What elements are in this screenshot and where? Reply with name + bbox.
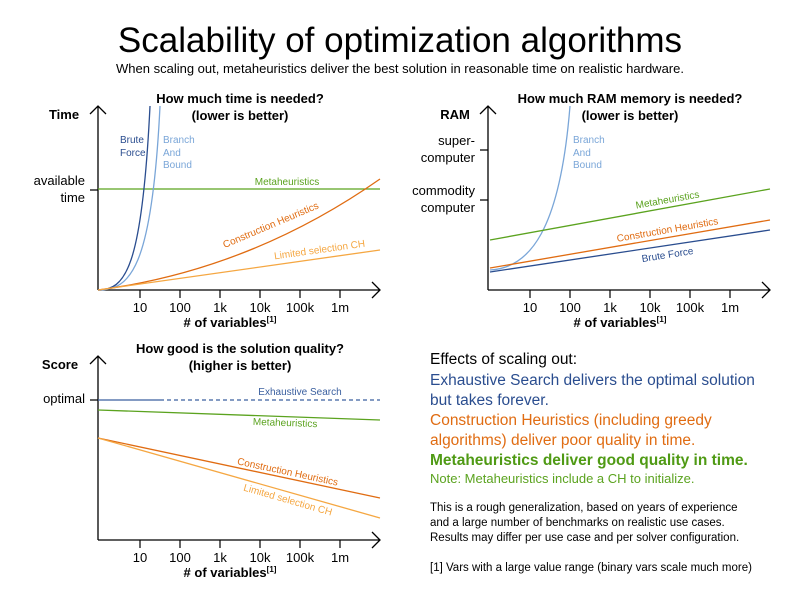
ram-brute-force-label: Brute Force (641, 246, 695, 265)
score-exhaustive-label: Exhaustive Search (258, 387, 341, 398)
x-tick-label: 100k (676, 300, 705, 315)
score-metaheuristics-label: Metaheuristics (253, 417, 318, 430)
x-tick-label: 1k (603, 300, 617, 315)
x-tick-label: 10k (250, 550, 271, 565)
ram-metaheuristics-line (489, 188, 771, 241)
time-axes (89, 105, 381, 299)
optimal-label: optimal (43, 391, 85, 406)
effects-construction-1: Construction Heuristics (including greed… (430, 412, 712, 429)
commodity-label-2: computer (421, 200, 476, 215)
time-bb-label-3: Bound (163, 160, 192, 171)
x-tick-label: 10k (250, 300, 271, 315)
x-tick-label: 10k (640, 300, 661, 315)
x-axis-label: # of variables[1] (574, 315, 667, 330)
page-title: Scalability of optimization algorithms (118, 21, 682, 60)
ram-bb-label-1: Branch (573, 135, 605, 146)
effects-exhaustive-2: but takes forever. (430, 392, 549, 409)
time-construction-curve (97, 178, 381, 291)
x-tick-label: 100k (286, 300, 315, 315)
time-chart-title-2: (lower is better) (192, 108, 289, 123)
time-brute-force-curve (97, 105, 151, 291)
disclaimer-3: Results may differ per use case and per … (430, 532, 739, 544)
disclaimer-1: This is a rough generalization, based on… (430, 502, 738, 514)
ram-construction-line (489, 219, 771, 269)
ram-brute-force-line (489, 229, 771, 273)
time-brute-label-2: Force (120, 148, 146, 159)
time-metaheuristics-label: Metaheuristics (255, 177, 319, 188)
x-tick-label: 10 (133, 300, 147, 315)
ram-axes (479, 105, 771, 299)
x-axis-label: # of variables[1] (184, 315, 277, 330)
time-branch-bound-curve (97, 105, 161, 291)
time-bb-label-2: And (163, 148, 181, 159)
x-axis-label: # of variables[1] (184, 565, 277, 580)
time-chart: How much time is needed? (lower is bette… (34, 91, 381, 330)
ram-bb-label-2: And (573, 148, 591, 159)
x-tick-label: 1k (213, 300, 227, 315)
time-limited-ch-line (97, 249, 381, 291)
ram-chart: How much RAM memory is needed? (lower is… (412, 91, 771, 330)
score-limited-ch-line (97, 437, 381, 519)
x-tick-label: 10 (523, 300, 537, 315)
effects-exhaustive-1: Exhaustive Search delivers the optimal s… (430, 372, 755, 389)
score-axes (89, 355, 381, 549)
supercomputer-label-2: computer (421, 150, 476, 165)
ram-y-label: RAM (440, 107, 470, 122)
effects-panel: Effects of scaling out: Exhaustive Searc… (430, 351, 755, 574)
time-y-label: Time (49, 107, 79, 122)
disclaimer-2: and a large number of benchmarks on real… (430, 517, 725, 529)
x-tick-label: 100k (286, 550, 315, 565)
time-chart-title-1: How much time is needed? (156, 91, 324, 106)
available-time-label-1: available (34, 173, 85, 188)
page-subtitle: When scaling out, metaheuristics deliver… (116, 61, 684, 76)
ram-chart-title-1: How much RAM memory is needed? (518, 91, 743, 106)
effects-construction-2: algorithms) deliver poor quality in time… (430, 432, 695, 449)
score-metaheuristics-line (97, 409, 381, 421)
score-chart: How good is the solution quality? (highe… (42, 341, 381, 580)
score-chart-title-2: (higher is better) (189, 358, 292, 373)
x-tick-label: 100 (169, 550, 191, 565)
x-tick-label: 1m (331, 300, 349, 315)
effects-heading: Effects of scaling out: (430, 351, 577, 368)
footnote: [1] Vars with a large value range (binar… (430, 562, 752, 574)
x-tick-label: 10 (133, 550, 147, 565)
ram-chart-title-2: (lower is better) (582, 108, 679, 123)
ram-branch-bound-curve (489, 105, 571, 271)
x-axis-footnote-ref: [1] (267, 315, 277, 324)
time-bb-label-1: Branch (163, 135, 195, 146)
ram-bb-label-3: Bound (573, 160, 602, 171)
x-tick-label: 100 (169, 300, 191, 315)
x-tick-label: 100 (559, 300, 581, 315)
time-construction-label: Construction Heuristics (222, 201, 321, 251)
score-chart-title-1: How good is the solution quality? (136, 341, 344, 356)
time-brute-label-1: Brute (120, 135, 144, 146)
x-axis-footnote-ref: [1] (657, 315, 667, 324)
effects-note: Note: Metaheuristics include a CH to ini… (430, 471, 694, 486)
x-tick-label: 1m (331, 550, 349, 565)
supercomputer-label-1: super- (438, 133, 475, 148)
score-construction-line (97, 437, 381, 499)
commodity-label-1: commodity (412, 183, 475, 198)
x-tick-label: 1m (721, 300, 739, 315)
available-time-label-2: time (60, 190, 85, 205)
effects-metaheuristics: Metaheuristics deliver good quality in t… (430, 452, 748, 469)
score-y-label: Score (42, 357, 78, 372)
x-axis-footnote-ref: [1] (267, 565, 277, 574)
x-tick-label: 1k (213, 550, 227, 565)
